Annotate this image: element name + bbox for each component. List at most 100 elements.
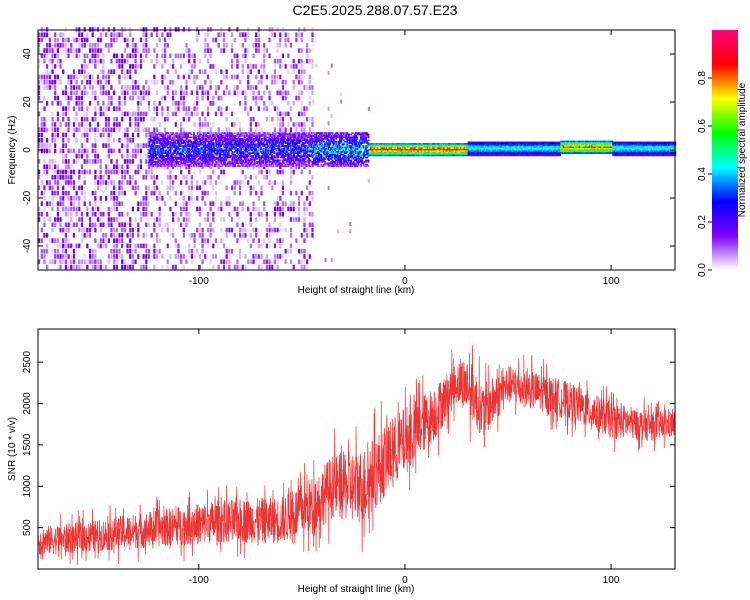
spectrogram-cell <box>158 206 161 212</box>
spectrogram-cell <box>259 159 262 162</box>
spectrogram-cell <box>206 162 209 165</box>
spectrogram-cell <box>150 32 153 37</box>
spectrogram-cell <box>51 132 54 138</box>
spectrogram-cell <box>348 136 351 139</box>
spectrogram-cell <box>40 211 43 217</box>
spectrogram-cell <box>220 32 223 37</box>
spectrogram-cell <box>200 153 203 156</box>
spectrogram-cell <box>257 165 260 167</box>
spectrogram-cell <box>64 259 67 265</box>
spectrogram-cell <box>210 140 213 143</box>
spectrogram-cell <box>332 140 335 143</box>
spectrogram-cell <box>204 238 207 243</box>
spectrogram-cell <box>335 145 338 147</box>
spectrogram-cell <box>158 156 161 159</box>
spectrogram-cell <box>91 58 94 64</box>
spectrogram-cell <box>171 264 175 270</box>
spectrogram-cell <box>343 135 346 137</box>
spectrogram-cell <box>183 158 186 160</box>
spectrogram-cell <box>212 165 215 167</box>
spectrogram-cell <box>233 135 236 137</box>
spectrogram-cell <box>264 165 267 167</box>
spectrogram-cell <box>188 106 191 111</box>
spectrogram-cell <box>181 145 184 147</box>
spectrogram-cell <box>184 143 187 146</box>
spectrogram-cell <box>264 162 267 165</box>
spectrogram-cell <box>59 64 62 69</box>
spectrogram-cell <box>347 163 350 166</box>
spectrogram-cell <box>295 190 298 196</box>
spectrogram-cell <box>59 101 62 106</box>
spectrogram-cell <box>228 138 231 140</box>
spectrogram-cell <box>99 185 102 191</box>
spectrogram-cell <box>231 145 234 147</box>
spectrogram-cell <box>317 145 320 147</box>
spectrogram-cell <box>198 185 201 191</box>
spectrogram-cell <box>214 148 217 150</box>
spectrogram-cell <box>189 158 192 160</box>
spectrogram-cell <box>46 53 49 59</box>
spectrogram-cell <box>331 145 334 147</box>
spectrogram-cell <box>166 264 169 270</box>
spectrogram-cell <box>300 133 303 136</box>
spectrogram-cell <box>221 165 224 167</box>
spectrogram-cell <box>278 163 281 166</box>
spectrogram-cell <box>241 138 244 140</box>
spectrogram-cell <box>268 138 271 140</box>
spectrogram-cell <box>327 142 330 144</box>
spectrogram-cell <box>260 169 263 175</box>
spectrogram-cell <box>222 143 226 148</box>
spectrogram-cell <box>356 148 359 150</box>
spectrogram-cell <box>325 142 328 144</box>
spectrogram-cell <box>289 190 293 196</box>
spectrogram-cell <box>231 148 234 150</box>
spectrogram-cell <box>271 79 274 85</box>
spectrogram-cell <box>160 161 163 163</box>
spectrogram-cell <box>171 139 174 142</box>
spectrogram-cell <box>246 143 249 146</box>
spectrogram-cell <box>314 133 317 136</box>
spectrogram-cell <box>284 150 287 153</box>
spectrogram-cell <box>107 48 110 53</box>
spectrogram-cell <box>129 138 132 143</box>
spectrogram-cell <box>351 163 354 166</box>
spectrogram-cell <box>145 37 148 43</box>
spectrogram-cell <box>288 155 291 157</box>
spectrogram-cell <box>264 161 267 163</box>
spectrogram-cell <box>217 145 220 147</box>
spectrogram-cell <box>276 196 279 201</box>
spectrogram-cell <box>196 248 199 254</box>
spectrogram-cell <box>300 106 303 111</box>
spectrogram-cell <box>78 85 81 90</box>
spectrogram-cell <box>211 156 214 159</box>
spectrogram-cell <box>246 138 249 140</box>
spectrogram-cell <box>142 211 145 217</box>
spectrogram-cell <box>165 140 168 143</box>
spectrogram-cell <box>253 148 256 150</box>
spectrogram-cell <box>331 140 334 143</box>
spectrogram-cell <box>189 139 192 142</box>
spectrogram-cell <box>348 156 351 159</box>
spectrogram-cell <box>184 163 187 166</box>
spectrogram-cell <box>222 140 225 143</box>
spectrogram-cell <box>254 143 257 146</box>
spectrogram-cell <box>357 152 360 154</box>
spectrogram-cell <box>176 136 179 139</box>
spectrogram-cell <box>236 259 239 265</box>
spectrogram-cell <box>211 165 214 167</box>
spectrogram-cell <box>268 133 271 136</box>
spectrogram-cell <box>204 90 207 96</box>
spectrogram-cell <box>257 163 260 166</box>
spectrogram-cell <box>48 148 51 154</box>
spectrogram-cell <box>228 133 231 136</box>
spectrogram-cell <box>183 136 186 139</box>
spectrogram-cell <box>142 58 145 64</box>
spectrogram-cell <box>342 158 345 160</box>
spectrogram-cell <box>62 159 65 164</box>
spectrogram-cell <box>201 238 204 243</box>
spectrogram-cell <box>282 136 285 139</box>
spectrogram-cell <box>168 158 171 160</box>
spectrogram-cell <box>332 135 335 137</box>
spectrogram-cell <box>306 140 309 143</box>
spectrogram-cell <box>289 149 292 152</box>
